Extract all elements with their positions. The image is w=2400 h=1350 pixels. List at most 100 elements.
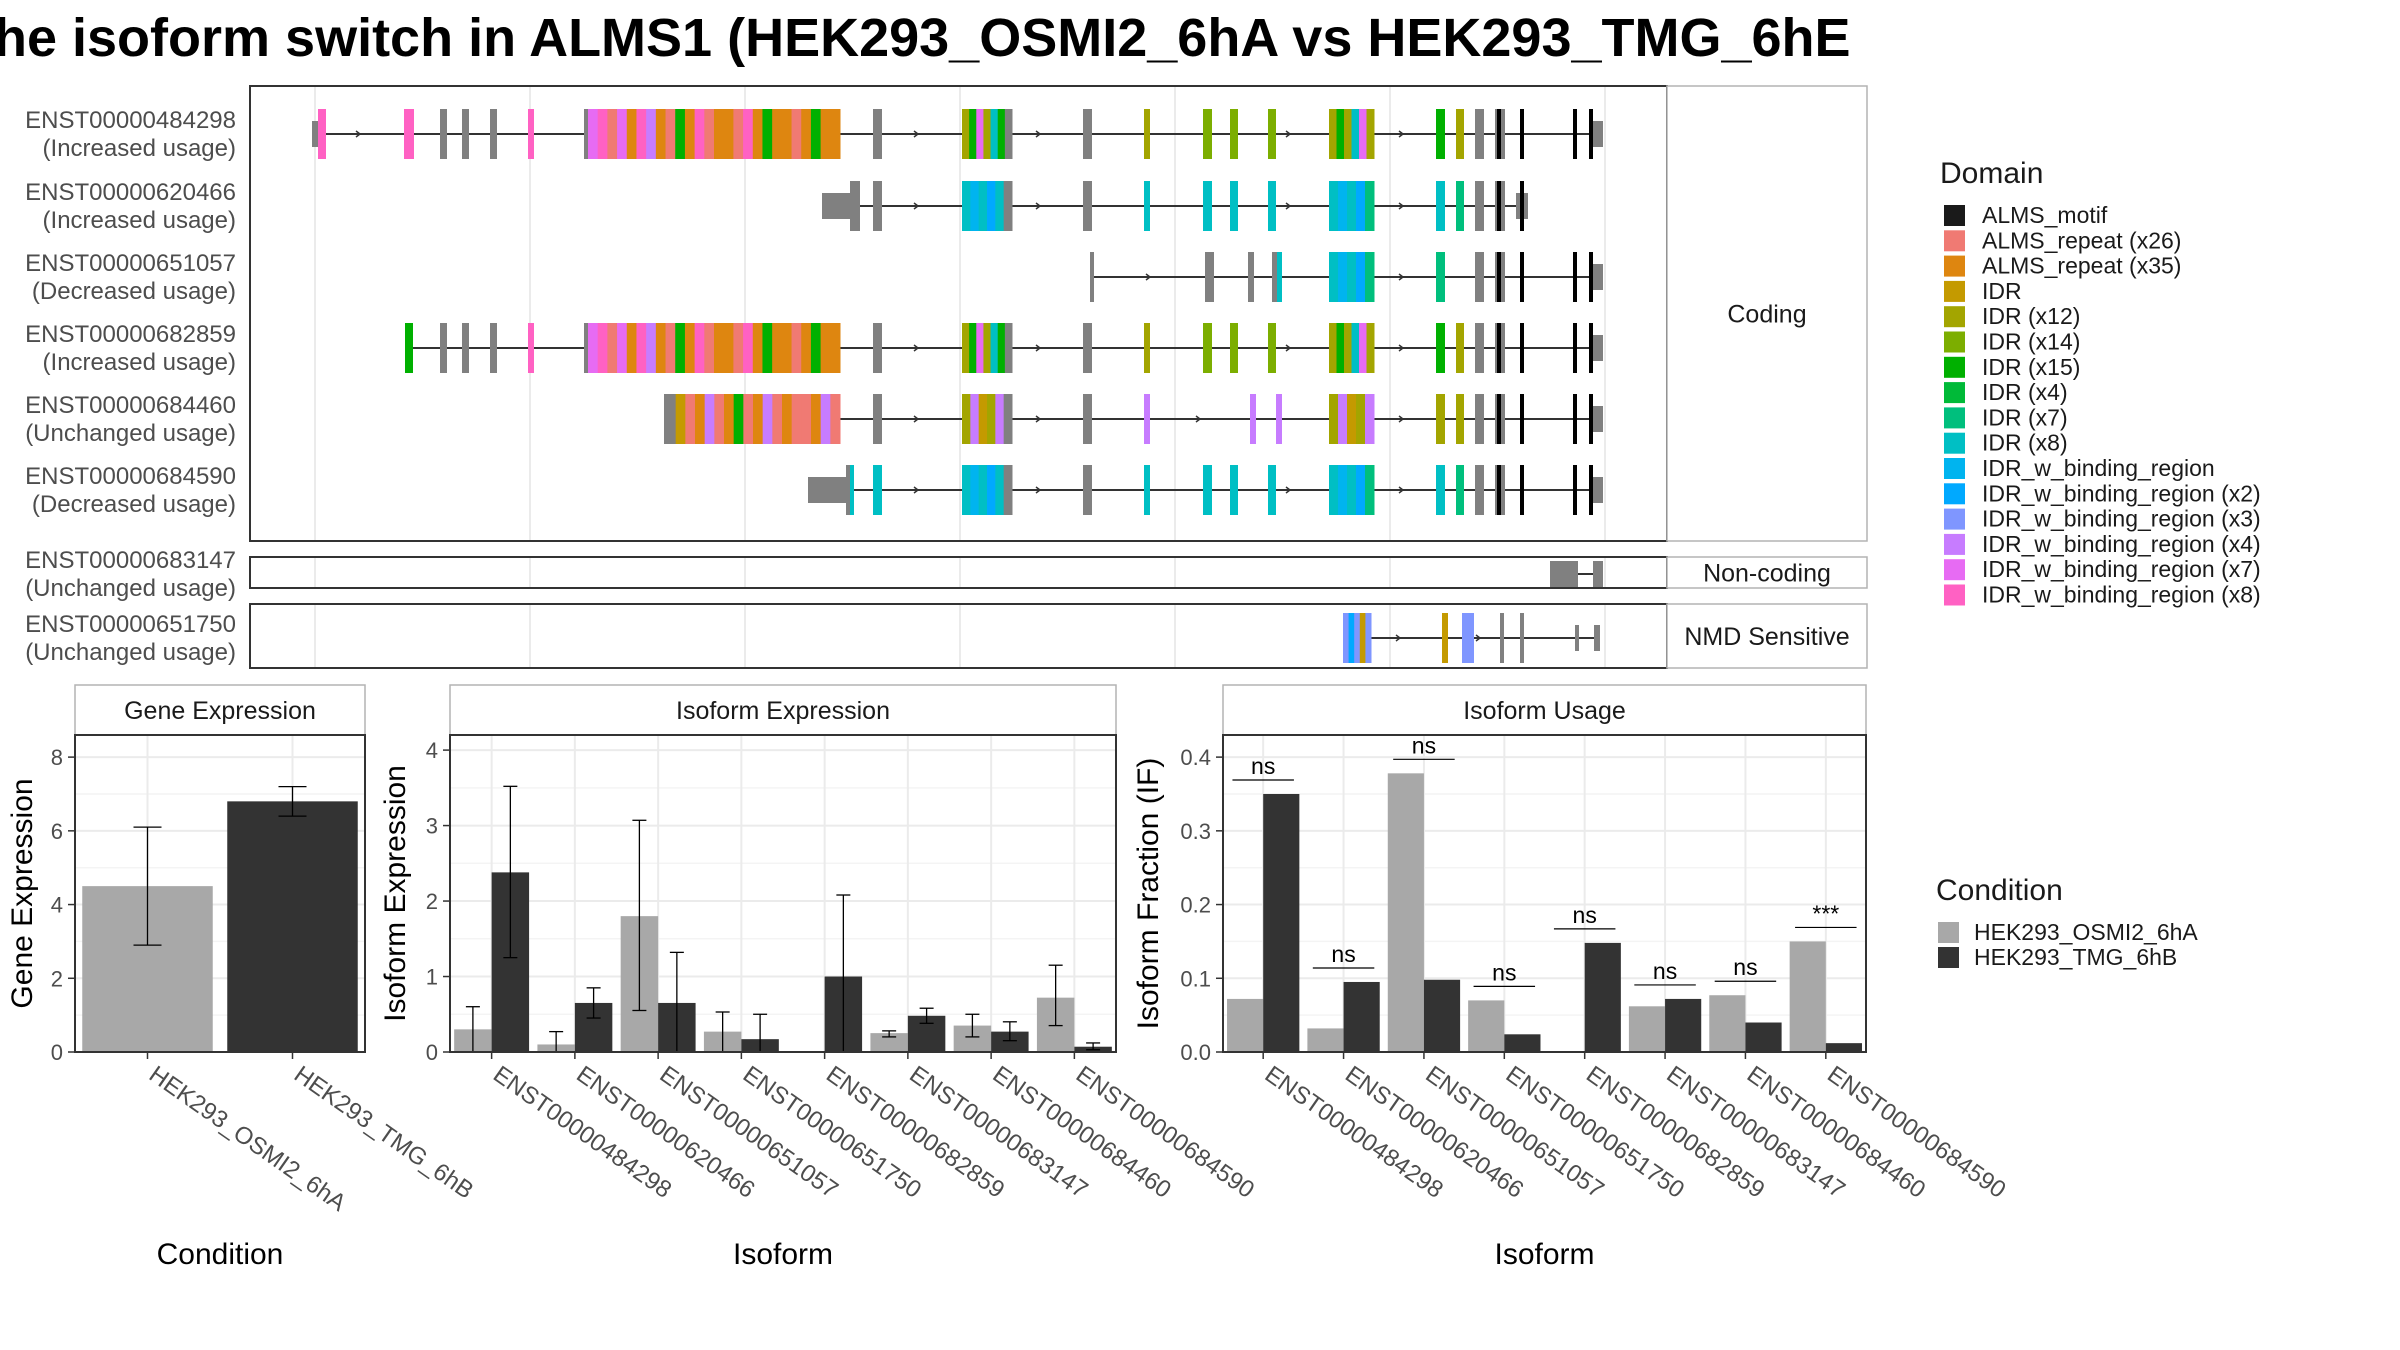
strand-arrow xyxy=(1035,344,1042,352)
domain-legend-key xyxy=(1944,533,1965,555)
domain-segment xyxy=(1366,109,1375,159)
domain-segment xyxy=(743,323,754,373)
domain-segment xyxy=(607,323,618,373)
y-tick-label: 0.1 xyxy=(1180,966,1211,991)
exon-block xyxy=(1475,323,1484,373)
exon-block xyxy=(1203,181,1212,231)
domain-segment xyxy=(801,323,812,373)
exon-block xyxy=(1456,109,1464,159)
strand-arrow xyxy=(1285,344,1292,352)
domain-segment xyxy=(1359,323,1367,373)
exon-block xyxy=(850,181,860,231)
domain-legend-label: IDR_w_binding_region (x4) xyxy=(1982,531,2261,557)
exon-block xyxy=(1575,625,1579,651)
exon-block xyxy=(1230,323,1238,373)
domain-segment xyxy=(1329,109,1337,159)
chart-title: Isoform Usage xyxy=(1463,697,1626,725)
domain-segment xyxy=(830,109,841,159)
y-tick-label: 4 xyxy=(51,893,63,918)
strand-arrow xyxy=(913,486,920,494)
exon-block xyxy=(1593,561,1603,587)
x-axis-title: Condition xyxy=(157,1238,284,1271)
exon-block xyxy=(1593,264,1603,290)
domain-segment xyxy=(1347,252,1357,302)
y-tick-label: 2 xyxy=(51,966,63,991)
domain-segment xyxy=(1329,465,1339,515)
domain-segment xyxy=(1003,394,1013,444)
bar xyxy=(1665,998,1702,1052)
domain-segment xyxy=(617,109,628,159)
domain-segment xyxy=(1336,109,1345,159)
domain-segment xyxy=(1329,394,1339,444)
exon-block xyxy=(1593,406,1603,432)
domain-legend-label: IDR_w_binding_region (x8) xyxy=(1982,582,2261,608)
chart-strip xyxy=(449,684,1117,736)
domain-segment xyxy=(724,394,735,444)
facet-strip-label: NMD Sensitive xyxy=(1684,623,1849,651)
strand-arrow xyxy=(1035,202,1042,210)
exon-block xyxy=(1203,465,1212,515)
domain-segment xyxy=(1338,252,1348,302)
domain-segment xyxy=(1338,394,1348,444)
domain-segment xyxy=(1336,323,1345,373)
domain-segment xyxy=(969,323,977,373)
exon-block xyxy=(1230,465,1238,515)
x-axis-title: Isoform xyxy=(733,1238,833,1271)
domain-segment xyxy=(978,394,988,444)
chart-title: Gene Expression xyxy=(124,697,316,725)
facet-strip-label: Non-coding xyxy=(1703,560,1831,588)
exon-block xyxy=(1436,394,1445,444)
facet-strip xyxy=(1666,603,1868,669)
bar xyxy=(1745,1022,1782,1052)
domain-segment xyxy=(772,109,783,159)
domain-alms-motif xyxy=(1589,465,1593,515)
exon-block xyxy=(1144,465,1150,515)
condition-legend-key xyxy=(1938,922,1959,943)
domain-segment xyxy=(752,109,763,159)
domain-segment xyxy=(772,323,783,373)
bar xyxy=(1584,942,1621,1052)
domain-segment xyxy=(626,323,637,373)
domain-segment xyxy=(1365,394,1375,444)
strand-arrow xyxy=(1035,486,1042,494)
domain-alms-motif xyxy=(1520,465,1524,515)
domain-alms-motif xyxy=(1589,109,1593,159)
significance-label: ns xyxy=(1573,902,1597,928)
domain-alms-motif xyxy=(1589,252,1593,302)
domain-segment xyxy=(811,394,822,444)
domain-segment xyxy=(962,465,971,515)
domain-alms-motif xyxy=(1497,181,1501,231)
domain-alms-motif xyxy=(1520,181,1524,231)
exon-block xyxy=(1083,109,1092,159)
exon-block xyxy=(1268,109,1276,159)
exon-block xyxy=(873,323,882,373)
domain-segment xyxy=(1365,613,1372,663)
domain-segment xyxy=(723,323,734,373)
y-tick-label: 3 xyxy=(426,814,438,839)
exon-block xyxy=(490,109,497,159)
domain-segment xyxy=(597,109,608,159)
exon-block xyxy=(1442,613,1448,663)
domain-segment xyxy=(714,109,725,159)
bar xyxy=(1227,998,1264,1052)
isoform-usage-chart: Isoform Usage 0.0 0.1 0.2 0.3 0.4 ns ns ns ns ns ns… xyxy=(1132,684,2011,1271)
y-tick-label: 0 xyxy=(51,1040,63,1065)
domain-segment xyxy=(694,323,705,373)
domain-segment xyxy=(1344,323,1352,373)
strand-arrow xyxy=(1398,486,1405,494)
domain-segment xyxy=(752,323,763,373)
domain-legend-key xyxy=(1944,331,1965,353)
domain-legend-label: IDR (x12) xyxy=(1982,303,2080,329)
domain-segment xyxy=(723,109,734,159)
exon-block xyxy=(1593,121,1603,147)
exon-block xyxy=(440,323,447,373)
y-tick-label: 0.4 xyxy=(1180,745,1211,770)
facet-strip xyxy=(1666,556,1868,589)
domain-segment xyxy=(830,323,841,373)
domain-segment xyxy=(1343,613,1350,663)
domain-segment xyxy=(995,394,1005,444)
bar xyxy=(991,1031,1029,1052)
exon-block xyxy=(1268,465,1276,515)
strand-arrow xyxy=(913,130,920,138)
domain-segment xyxy=(997,323,1006,373)
